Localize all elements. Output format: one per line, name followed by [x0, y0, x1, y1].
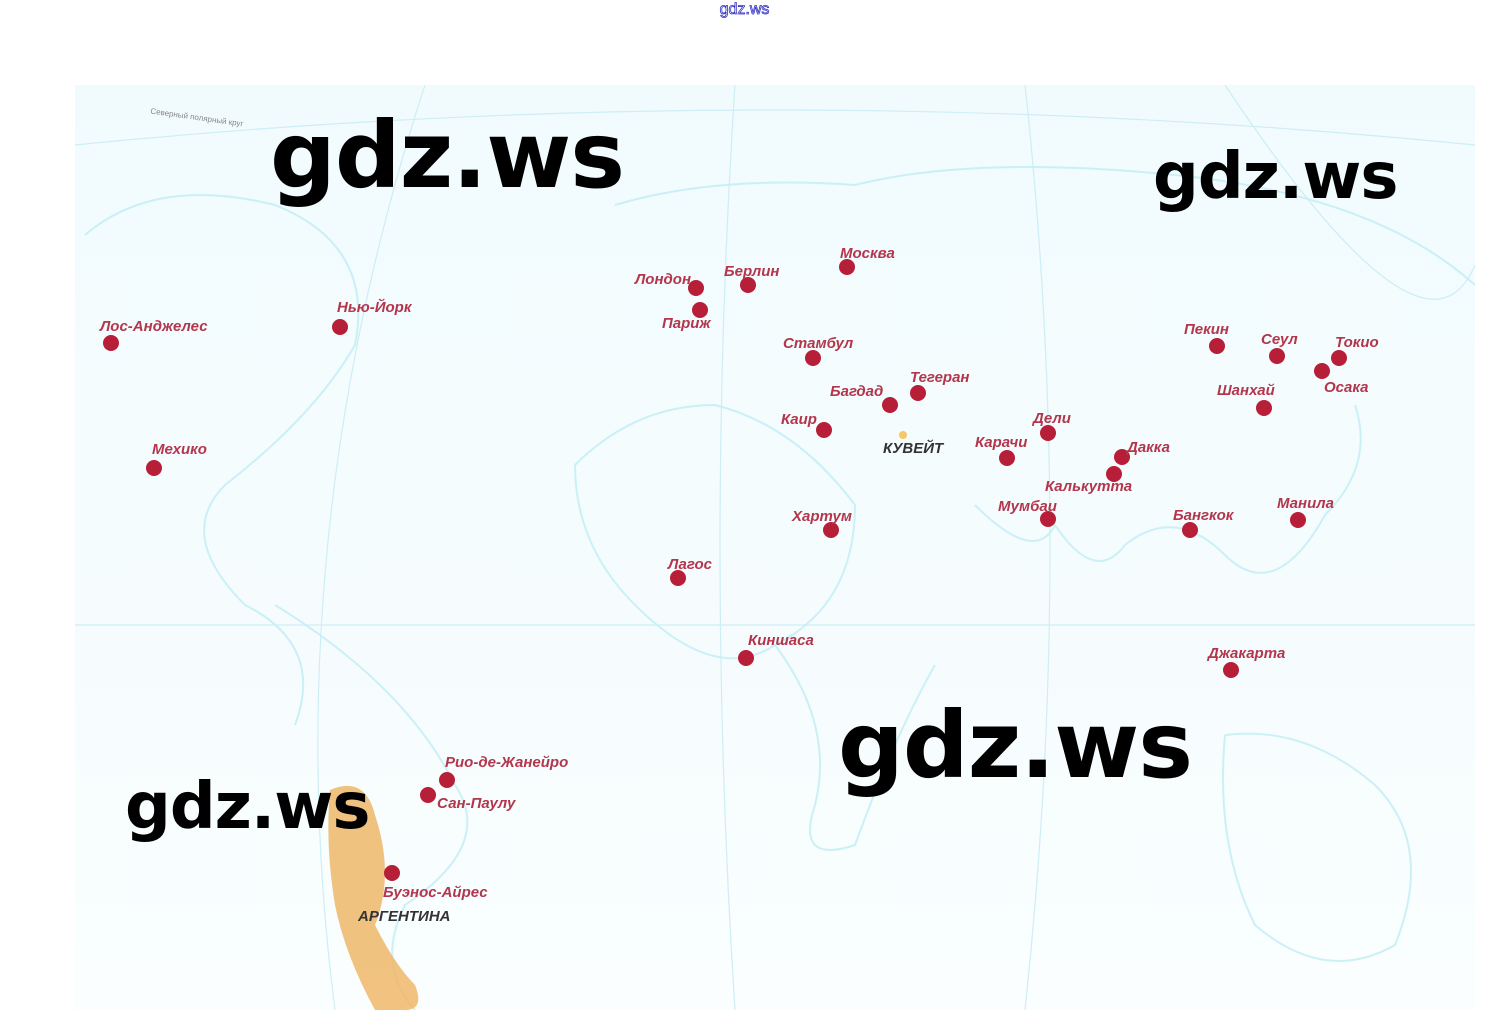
meridian-line — [1024, 85, 1051, 1010]
city-label: Тегеран — [910, 369, 970, 386]
city-label: Сеул — [1261, 331, 1298, 348]
city-dot — [1182, 522, 1198, 538]
city-label: Сан-Паулу — [437, 795, 516, 812]
city-dot — [692, 302, 708, 318]
country-label: КУВЕЙТ — [883, 440, 944, 457]
argentina-shape — [328, 785, 419, 1010]
city-dot — [839, 259, 855, 275]
city-dot — [882, 397, 898, 413]
city-dot — [332, 319, 348, 335]
city-label: Мумбаи — [998, 498, 1057, 515]
city-label: Мехико — [152, 441, 207, 458]
city-label: Лагос — [668, 556, 712, 573]
kuwait-marker — [899, 431, 907, 439]
city-label: Киншаса — [748, 632, 814, 649]
meridian-line — [719, 85, 736, 1010]
city-label: Берлин — [724, 263, 780, 280]
city-dot — [910, 385, 926, 401]
city-label: Лондон — [635, 271, 692, 288]
header-watermark: gdz.ws — [719, 1, 770, 19]
city-label: Багдад — [830, 383, 884, 400]
city-label: Осака — [1324, 379, 1369, 396]
parallel-line — [75, 109, 1475, 146]
city-label: Манила — [1277, 495, 1334, 512]
city-dot — [670, 570, 686, 586]
city-label: Каир — [781, 411, 817, 428]
watermark: gdz.ws — [1153, 140, 1398, 214]
city-label: Дакка — [1127, 439, 1170, 456]
watermark: gdz.ws — [270, 102, 625, 209]
city-label: Токио — [1335, 334, 1379, 351]
city-label: Джакарта — [1208, 645, 1286, 662]
city-dot — [816, 422, 832, 438]
city-label: Шанхай — [1217, 382, 1275, 399]
city-dot — [439, 772, 455, 788]
city-dot — [103, 335, 119, 351]
country-label: АРГЕНТИНА — [358, 908, 451, 925]
city-dot — [1269, 348, 1285, 364]
watermark: gdz.ws — [838, 692, 1193, 799]
city-dot — [1256, 400, 1272, 416]
city-dot — [1314, 363, 1330, 379]
city-label: Буэнос-Айрес — [383, 884, 488, 901]
world-map — [75, 85, 1475, 1010]
city-dot — [146, 460, 162, 476]
city-dot — [1040, 511, 1056, 527]
city-dot — [738, 650, 754, 666]
map-base — [75, 85, 1475, 1010]
city-dot — [1209, 338, 1225, 354]
city-dot — [1040, 425, 1056, 441]
city-label: Карачи — [975, 434, 1028, 451]
city-dot — [1114, 449, 1130, 465]
city-label: Дели — [1033, 410, 1071, 427]
city-label: Хартум — [792, 508, 852, 525]
city-label: Калькутта — [1045, 478, 1133, 495]
city-dot — [1106, 466, 1122, 482]
city-dot — [1331, 350, 1347, 366]
city-dot — [740, 277, 756, 293]
city-dot — [1290, 512, 1306, 528]
watermark: gdz.ws — [125, 770, 370, 844]
meridian-line — [317, 85, 426, 1010]
city-label: Нью-Йорк — [337, 299, 412, 316]
city-dot — [1223, 662, 1239, 678]
meridian-line — [1224, 85, 1475, 300]
city-label: Пекин — [1184, 321, 1229, 338]
city-label: Стамбул — [783, 335, 854, 352]
city-label: Париж — [662, 315, 711, 332]
city-dot — [688, 280, 704, 296]
city-dot — [999, 450, 1015, 466]
coastlines — [84, 166, 1475, 1010]
city-dot — [823, 522, 839, 538]
city-label: Рио-де-Жанейро — [445, 754, 569, 771]
city-dot — [384, 865, 400, 881]
city-dot — [805, 350, 821, 366]
city-label: Лос-Анджелес — [100, 318, 208, 335]
city-label: Бангкок — [1173, 507, 1234, 524]
city-dot — [420, 787, 436, 803]
city-label: Москва — [840, 245, 895, 262]
